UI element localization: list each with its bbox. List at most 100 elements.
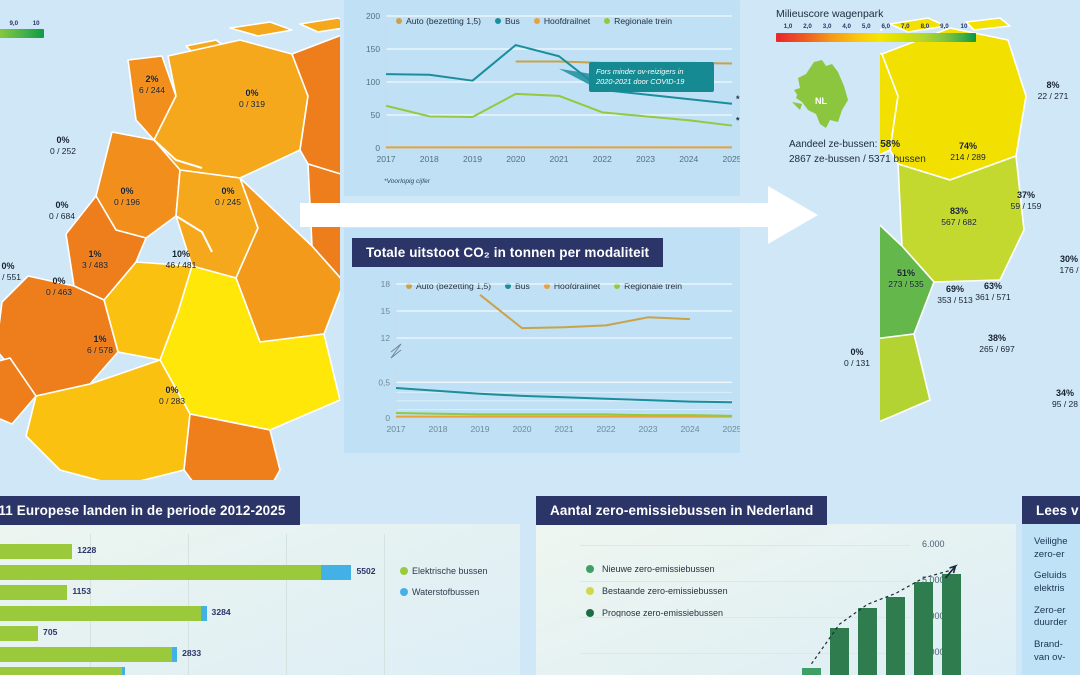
map-region-label: 83% 567 / 682	[941, 206, 976, 227]
map-left-svg	[0, 17, 340, 480]
bar-value-label: 5502	[356, 565, 376, 576]
side-panel-line: Geluids elektris	[1034, 570, 1067, 594]
chart1-legend: Auto (bezetting 1,5) Bus Hoofdrailnet Regio…	[396, 16, 672, 26]
bar-row[interactable]: 1228	[0, 544, 96, 559]
side-panel-line: Veilighe zero-er	[1034, 536, 1068, 560]
map-region-fraction: 6 / 578	[87, 344, 113, 355]
legend-item[interactable]: Regionale trein	[604, 16, 672, 26]
x-tick: 2019	[463, 154, 482, 164]
legend-dot-icon	[505, 283, 512, 289]
legend-item[interactable]: Regionale trein	[614, 281, 682, 291]
provisional-marker: *	[736, 116, 740, 126]
map-region-label: 38% 265 / 697	[979, 333, 1014, 354]
legend-dot-icon	[586, 565, 594, 573]
map-region-label: 30% 176 /	[1060, 254, 1079, 275]
map-region-fraction: 0 / 196	[114, 196, 140, 207]
bar[interactable]	[942, 574, 961, 675]
bar[interactable]	[914, 581, 933, 675]
map-region-label: 0% 0 / 252	[50, 135, 76, 156]
map-region-fraction: 0 / 283	[159, 395, 185, 406]
bar-value-label: 2833	[182, 647, 202, 658]
x-tick: 2021	[549, 154, 568, 164]
bar-row[interactable]	[0, 667, 125, 675]
map-region-label: 63% 361 / 571	[975, 281, 1010, 302]
map-right-ze-bussen	[880, 0, 1080, 480]
map-region-fraction: 567 / 682	[941, 216, 977, 227]
bar-row[interactable]: 1153	[0, 585, 91, 600]
chart3-title: ssiebussen in 11 Europese landen in de p…	[0, 496, 300, 525]
map-region-fraction: 95 / 28	[1052, 398, 1078, 409]
chart1-footnote: *Voorlopig cijfer	[384, 178, 430, 185]
map-region-percent: 34%	[1055, 388, 1074, 398]
legend-dot-icon	[604, 18, 611, 24]
x-tick: 2020	[512, 424, 531, 434]
legend-tick: 3,0	[822, 23, 832, 30]
legend-item[interactable]: Bestaande zero-emissiebussen	[586, 586, 728, 596]
chart-co2: Totale uitstoot CO₂ in tonnen per modali…	[344, 228, 740, 453]
legend-dot-icon	[614, 283, 621, 289]
map-region-fraction: 265 / 697	[979, 343, 1015, 354]
legend-tick: 7,0	[901, 23, 910, 30]
legend-label: Hoofdrailnet	[543, 16, 591, 26]
bar-row[interactable]: 5502	[0, 564, 376, 580]
chart3-bars: 1228 5502 1153 3284 705 2833	[0, 534, 520, 675]
legend-item[interactable]: Elektrische bussen	[400, 566, 488, 576]
legend-label: Nieuwe zero-emissiebussen	[602, 564, 715, 574]
x-tick: 2020	[506, 154, 525, 164]
legend-item[interactable]: Bus	[505, 281, 530, 291]
side-panel-body: Veilighe zero-er Geluids elektris Zero-er …	[1022, 524, 1080, 675]
legend-item[interactable]: Hoofdrailnet	[543, 281, 600, 291]
chart3-legend: Elektrische bussen Waterstofbussen	[400, 566, 488, 608]
gridline	[286, 534, 287, 675]
bar-row[interactable]: 3284	[0, 605, 231, 621]
legend-tick: 8,0	[920, 23, 930, 30]
legend-item[interactable]: Auto (bezetting 1,5)	[406, 281, 491, 291]
chart4-legend: Nieuwe zero-emissiebussen Bestaande zero-…	[586, 564, 728, 630]
map-region-fraction: 3 / 483	[82, 259, 108, 270]
bar-segment-electric	[0, 667, 122, 675]
bar-segment-hydrogen	[201, 605, 207, 621]
x-tick: 2018	[420, 154, 439, 164]
ze-bussen-share-line: Aandeel ze-bussen: 58%	[789, 138, 979, 153]
y-tick: 200	[366, 11, 380, 21]
bar[interactable]	[886, 597, 905, 675]
map-region-percent: 0%	[55, 200, 69, 210]
legend-item[interactable]: Auto (bezetting 1,5)	[396, 16, 481, 26]
legend-label: Regionale trein	[614, 16, 672, 26]
bar-row[interactable]: 2833	[0, 646, 201, 662]
map-region-label: 0% 0 / 684	[49, 200, 75, 221]
right-map-legend: Milieuscore wagenpark 1,0 2,0 3,0 4,0 5,0 6,0…	[776, 8, 976, 42]
legend-item[interactable]: Nieuwe zero-emissiebussen	[586, 564, 728, 574]
bar[interactable]	[858, 608, 877, 675]
chart1-plot: 0 50 100 150 200 2017 2018 2019 2020 2021 2022 2023…	[366, 11, 740, 164]
map-region-label: 8% 22 / 271	[1038, 80, 1069, 101]
bar-value-label: 1228	[77, 545, 97, 555]
ze-bussen-summary: Aandeel ze-bussen: 58% 2867 ze-bussen / …	[789, 138, 979, 167]
map-region-percent: 0%	[245, 88, 259, 98]
legend-dot-icon	[586, 609, 594, 617]
bar-segment-electric	[0, 605, 202, 621]
legend-item[interactable]: Waterstofbussen	[400, 587, 488, 597]
legend-item[interactable]: Hoofdrailnet	[533, 16, 591, 26]
bar[interactable]	[830, 628, 849, 675]
bar-segment-electric	[0, 646, 173, 662]
legend-tick: 6,0	[881, 23, 891, 30]
map-right-svg	[880, 17, 1027, 423]
chart2-legend: Auto (bezetting 1,5) Bus Hoofdrailnet Regio…	[406, 281, 682, 291]
legend-item[interactable]: Prognose zero-emissiebussen	[586, 608, 728, 618]
legend-item[interactable]: Bus	[495, 16, 520, 26]
map-region-percent: 2%	[145, 74, 159, 84]
legend-label: Waterstofbussen	[412, 587, 480, 597]
bar-row[interactable]: 705	[0, 626, 57, 641]
map-region-label: 0% 0 / 463	[46, 276, 72, 297]
map-region-percent: 38%	[987, 333, 1007, 343]
series-line	[479, 294, 691, 330]
bar-segment-electric	[0, 585, 68, 600]
map-region-percent: 0%	[221, 186, 235, 196]
legend-tick: 10	[32, 20, 40, 27]
bar-segment-hydrogen	[122, 667, 125, 675]
bar[interactable]	[802, 667, 821, 675]
gridline	[580, 545, 910, 547]
legend-tick: 5,0	[861, 23, 871, 30]
